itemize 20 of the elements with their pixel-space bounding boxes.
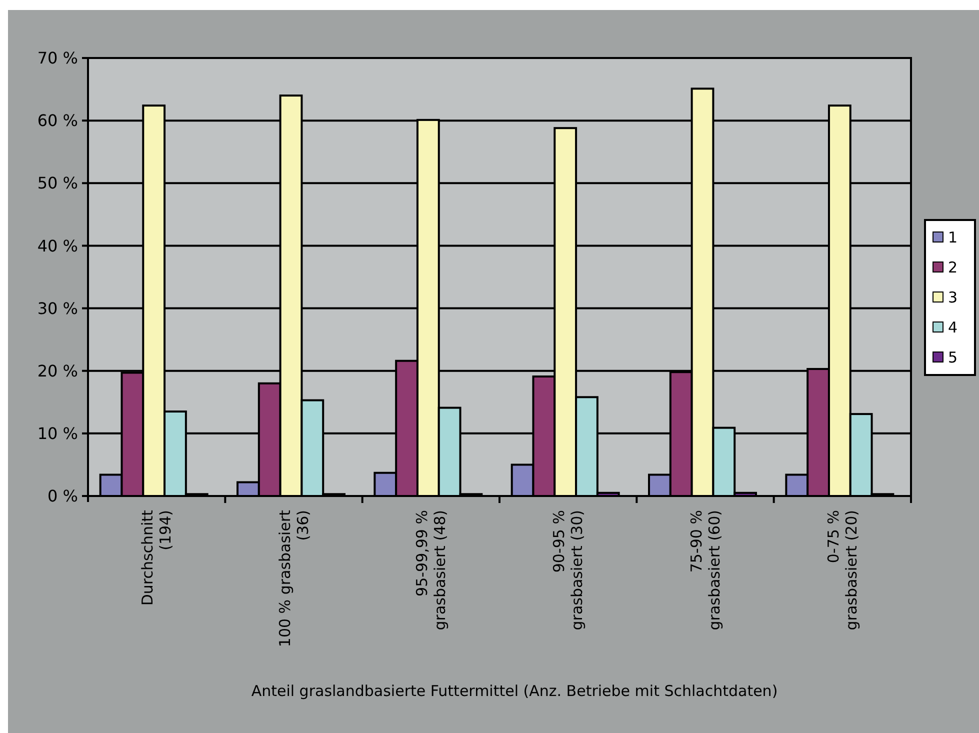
x-axis-title: Anteil graslandbasierte Futtermittel (Anz. Betriebe mit Schlachtdaten) (251, 682, 778, 700)
x-tick-label: 95-99,99 % grasbasiert (48) (412, 510, 449, 630)
x-tick-label: 100 % grasbasiert (36) (276, 510, 312, 648)
legend-label: 4 (948, 318, 958, 336)
x-tick-label: 75-90 % grasbasiert (60) (687, 510, 724, 630)
x-tick-label: 90-95 % grasbasiert (30) (550, 510, 586, 630)
legend-label: 2 (948, 258, 958, 276)
x-tick-label: 0-75 % grasbasiert (20) (824, 510, 860, 630)
y-tick-label: 40 % (37, 236, 78, 256)
x-tick-label: Durchschnitt (194) (138, 510, 175, 606)
y-tick-label: 30 % (37, 298, 78, 318)
y-tick-label: 60 % (37, 111, 78, 130)
y-tick-label: 10 % (37, 424, 78, 444)
legend-label: 3 (948, 288, 958, 306)
y-tick-label: 20 % (37, 361, 78, 380)
y-tick-label: 70 % (37, 48, 78, 68)
y-tick-label: 50 % (37, 174, 78, 193)
legend-label: 1 (948, 228, 958, 246)
y-tick-label: 0 % (48, 486, 78, 506)
legend-label: 5 (948, 348, 958, 366)
